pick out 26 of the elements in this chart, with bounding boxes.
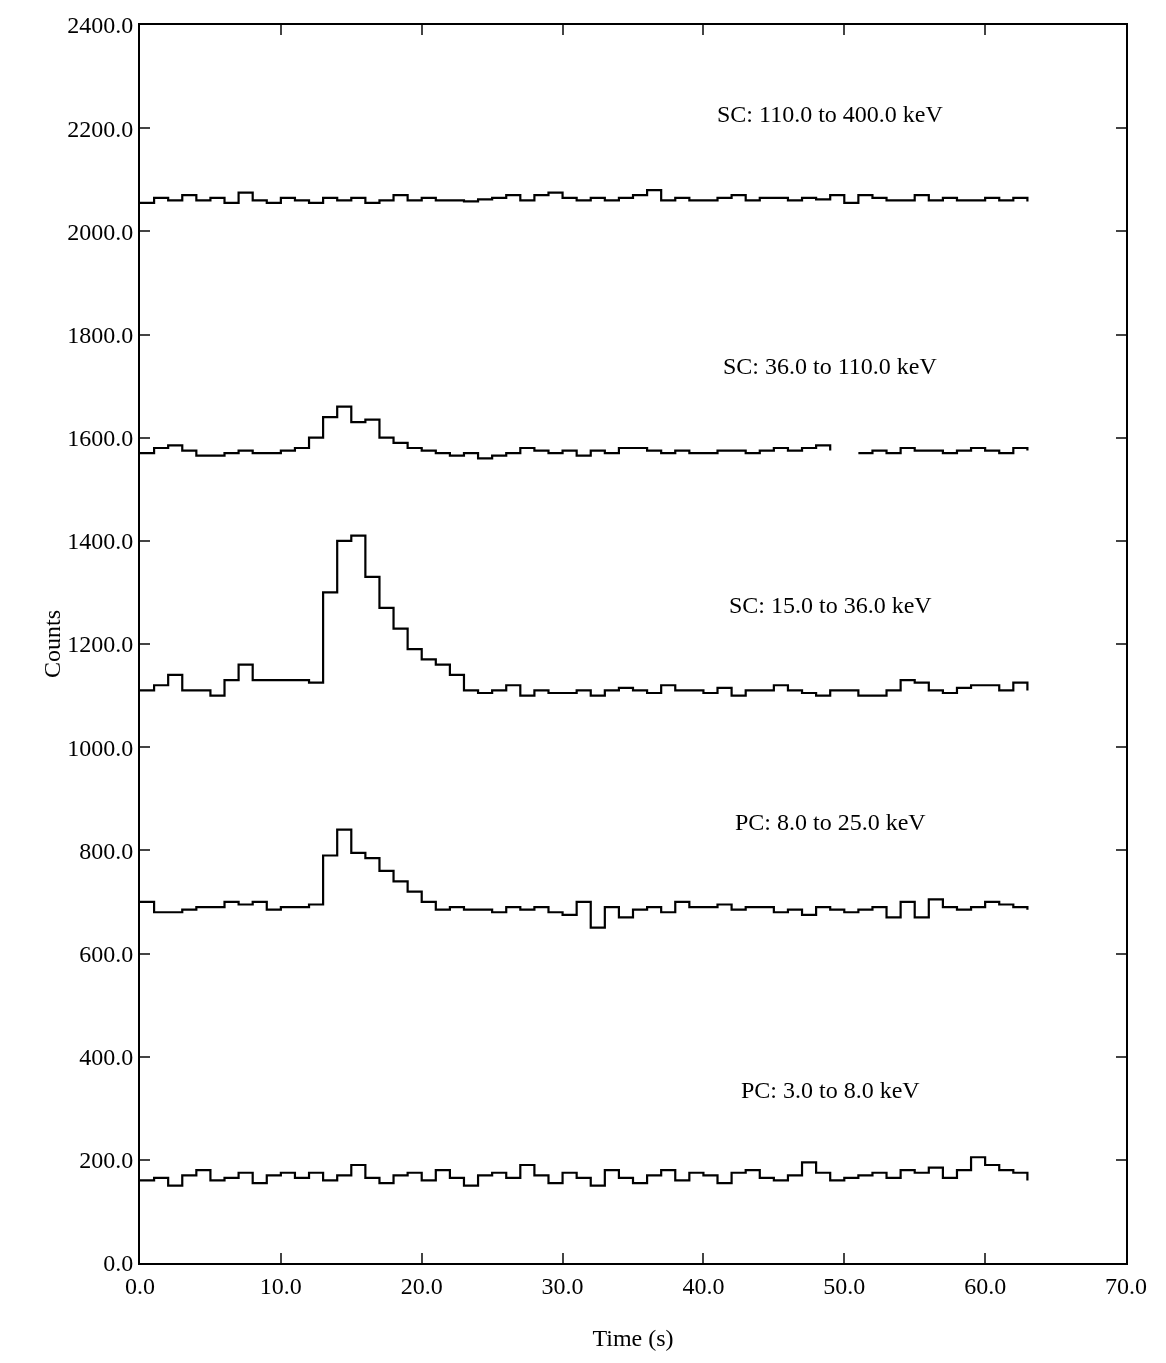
y-tick-label: 200.0 [79,1147,134,1174]
y-tick-label: 2400.0 [67,12,134,39]
text: PC: 3.0 to 8.0 keV [741,1077,921,1103]
y-tick-label: 800.0 [79,837,134,864]
y-tick-label: 400.0 [79,1044,134,1071]
x-tick-label: 70.0 [1105,1272,1147,1299]
text: SC: 110.0 to 400.0 keV [717,101,944,127]
x-tick-label: 20.0 [400,1272,443,1299]
y-axis-title: Counts [39,609,66,679]
y-tick-label: 2200.0 [67,115,134,142]
x-tick-label: 40.0 [682,1272,725,1299]
text: SC: 36.0 to 110.0 keV [723,353,938,379]
x-axis-title: Time (s) [592,1325,674,1351]
y-tick-label: 1400.0 [67,528,134,555]
x-tick-label: 60.0 [964,1272,1007,1299]
x-tick-label: 50.0 [823,1272,866,1299]
y-tick-label: 1000.0 [67,734,134,761]
x-tick-label: 30.0 [541,1272,584,1299]
y-tick-label: 1800.0 [67,321,134,348]
y-tick-label: 1200.0 [67,631,134,658]
text: SC: 15.0 to 36.0 keV [729,592,933,618]
y-tick-label: 1600.0 [67,425,134,452]
text: PC: 8.0 to 25.0 keV [735,809,927,835]
y-tick-label: 2000.0 [67,218,134,245]
x-tick-label: 10.0 [259,1272,302,1299]
y-tick-label: 600.0 [79,940,134,967]
